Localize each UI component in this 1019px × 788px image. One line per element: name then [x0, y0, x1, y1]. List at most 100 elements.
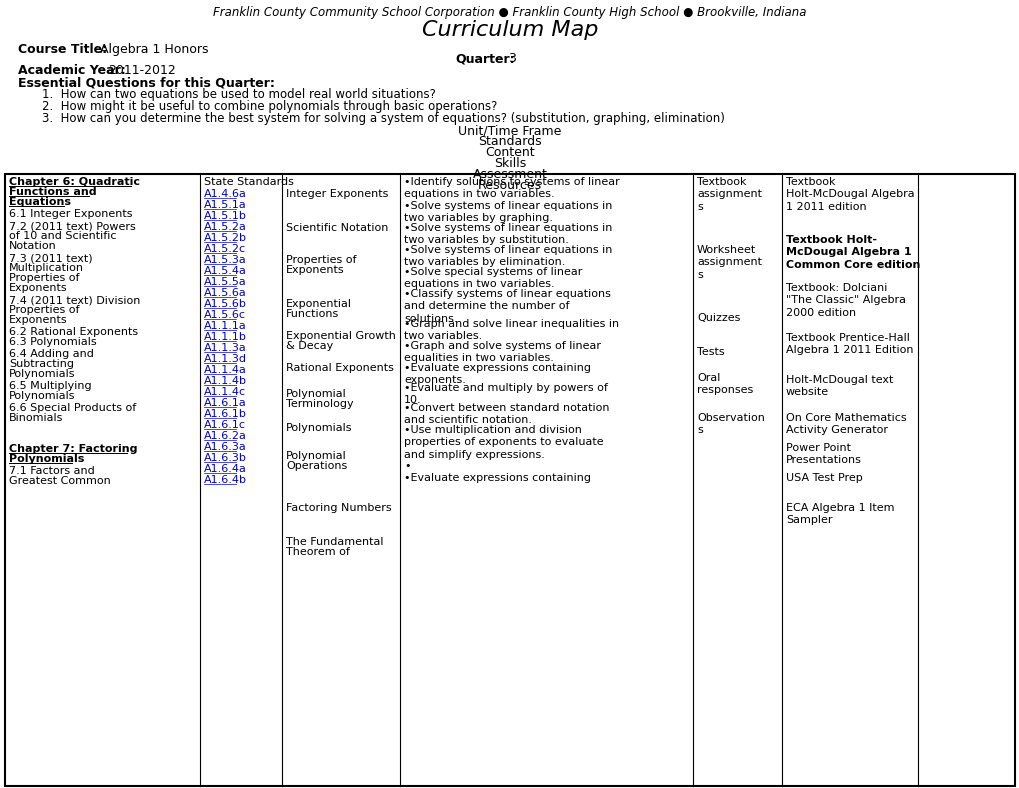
- Text: Functions and: Functions and: [9, 187, 97, 197]
- Text: 7.3 (2011 text): 7.3 (2011 text): [9, 253, 93, 263]
- Text: A1.1.4c: A1.1.4c: [204, 387, 246, 397]
- Text: 1.  How can two equations be used to model real world situations?: 1. How can two equations be used to mode…: [42, 88, 435, 101]
- Text: & Decay: & Decay: [285, 341, 333, 351]
- Text: •Solve special systems of linear
equations in two variables.: •Solve special systems of linear equatio…: [404, 267, 582, 289]
- Text: A1.6.3b: A1.6.3b: [204, 453, 247, 463]
- Text: Greatest Common: Greatest Common: [9, 476, 111, 486]
- Text: Essential Questions for this Quarter:: Essential Questions for this Quarter:: [18, 76, 274, 89]
- Text: 7.2 (2011 text) Powers: 7.2 (2011 text) Powers: [9, 221, 136, 231]
- Text: Exponents: Exponents: [9, 315, 67, 325]
- Text: 7.4 (2011 text) Division: 7.4 (2011 text) Division: [9, 295, 141, 305]
- Text: Academic Year:: Academic Year:: [18, 64, 125, 77]
- Text: •Evaluate expressions containing: •Evaluate expressions containing: [404, 473, 590, 483]
- Text: Multiplication: Multiplication: [9, 263, 84, 273]
- Text: The Fundamental: The Fundamental: [285, 537, 383, 547]
- Text: A1.6.1c: A1.6.1c: [204, 420, 246, 430]
- Text: On Core Mathematics
Activity Generator: On Core Mathematics Activity Generator: [786, 413, 906, 436]
- Text: 2.  How might it be useful to combine polynomials through basic operations?: 2. How might it be useful to combine pol…: [42, 100, 497, 113]
- Text: Factoring Numbers: Factoring Numbers: [285, 503, 391, 513]
- Text: A1.5.6b: A1.5.6b: [204, 299, 247, 309]
- Text: ECA Algebra 1 Item
Sampler: ECA Algebra 1 Item Sampler: [786, 503, 894, 526]
- Text: A1.5.6a: A1.5.6a: [204, 288, 247, 298]
- Text: •Graph and solve linear inequalities in
two variables.: •Graph and solve linear inequalities in …: [404, 319, 619, 341]
- Text: 6.3 Polynomials: 6.3 Polynomials: [9, 337, 97, 347]
- Text: Algebra 1 Honors: Algebra 1 Honors: [100, 43, 208, 56]
- Text: A1.5.3a: A1.5.3a: [204, 255, 247, 265]
- Text: •Solve systems of linear equations in
two variables by graphing.: •Solve systems of linear equations in tw…: [404, 201, 611, 224]
- Text: Operations: Operations: [285, 461, 346, 471]
- Text: Notation: Notation: [9, 241, 57, 251]
- Text: A1.1.1a: A1.1.1a: [204, 321, 247, 331]
- Text: •Convert between standard notation
and scientific notation.: •Convert between standard notation and s…: [404, 403, 609, 426]
- Text: A1.1.4b: A1.1.4b: [204, 376, 247, 386]
- Text: Properties of: Properties of: [9, 305, 79, 315]
- Text: •: •: [404, 461, 410, 471]
- Text: Textbook
assignment
s: Textbook assignment s: [696, 177, 761, 212]
- Text: Holt-McDougal text
website: Holt-McDougal text website: [786, 375, 893, 397]
- Text: Functions: Functions: [285, 309, 339, 319]
- Text: Tests: Tests: [696, 347, 723, 357]
- Text: A1.5.6c: A1.5.6c: [204, 310, 246, 320]
- Text: Textbook
Holt-McDougal Algebra
1 2011 edition: Textbook Holt-McDougal Algebra 1 2011 ed…: [786, 177, 914, 212]
- Text: A1.5.4a: A1.5.4a: [204, 266, 247, 276]
- Text: Exponential: Exponential: [285, 299, 352, 309]
- Text: A1.6.4b: A1.6.4b: [204, 475, 247, 485]
- Text: Franklin County Community School Corporation ● Franklin County High School ● Bro: Franklin County Community School Corpora…: [213, 6, 806, 19]
- Text: Unit/Time Frame: Unit/Time Frame: [458, 124, 561, 137]
- Text: A1.5.2b: A1.5.2b: [204, 233, 247, 243]
- Text: Properties of: Properties of: [9, 273, 79, 283]
- Text: Polynomials: Polynomials: [9, 391, 75, 401]
- Text: Polynomials: Polynomials: [9, 454, 85, 464]
- Text: 6.2 Rational Exponents: 6.2 Rational Exponents: [9, 327, 138, 337]
- Text: State Standards: State Standards: [204, 177, 293, 187]
- Text: Textbook Holt-
McDougal Algebra 1
Common Core edition: Textbook Holt- McDougal Algebra 1 Common…: [786, 235, 919, 269]
- Text: •Identify solutions to systems of linear
equations in two variables.: •Identify solutions to systems of linear…: [404, 177, 620, 199]
- Text: Observation
s: Observation s: [696, 413, 764, 436]
- Text: A1.6.1a: A1.6.1a: [204, 398, 247, 408]
- Text: Integer Exponents: Integer Exponents: [285, 189, 388, 199]
- Text: Rational Exponents: Rational Exponents: [285, 363, 393, 373]
- Text: •Use multiplication and division
properties of exponents to evaluate
and simplif: •Use multiplication and division propert…: [404, 425, 603, 460]
- Text: 6.5 Multiplying: 6.5 Multiplying: [9, 381, 92, 391]
- Text: Standards: Standards: [478, 135, 541, 148]
- Text: 6.4 Adding and: 6.4 Adding and: [9, 349, 94, 359]
- Text: A1.5.2c: A1.5.2c: [204, 244, 246, 254]
- Text: Quarter:: Quarter:: [454, 52, 515, 65]
- Text: Skills: Skills: [493, 157, 526, 170]
- Text: 6.6 Special Products of: 6.6 Special Products of: [9, 403, 137, 413]
- Text: Quizzes: Quizzes: [696, 313, 740, 323]
- Text: A1.6.3a: A1.6.3a: [204, 442, 247, 452]
- Text: Polynomials: Polynomials: [285, 423, 353, 433]
- Text: A1.6.1b: A1.6.1b: [204, 409, 247, 419]
- Text: Course Title:: Course Title:: [18, 43, 107, 56]
- Text: Oral
responses: Oral responses: [696, 373, 752, 396]
- Text: Curriculum Map: Curriculum Map: [422, 20, 597, 40]
- Text: A1.5.1a: A1.5.1a: [204, 200, 247, 210]
- Text: Polynomials: Polynomials: [9, 369, 75, 379]
- Text: Chapter 7: Factoring: Chapter 7: Factoring: [9, 444, 138, 454]
- Text: Subtracting: Subtracting: [9, 359, 74, 369]
- Text: 7.1 Factors and: 7.1 Factors and: [9, 466, 95, 476]
- Text: A1.6.4a: A1.6.4a: [204, 464, 247, 474]
- Text: Worksheet
assignment
s: Worksheet assignment s: [696, 245, 761, 280]
- Text: 6.1 Integer Exponents: 6.1 Integer Exponents: [9, 209, 132, 219]
- Text: A1.6.2a: A1.6.2a: [204, 431, 247, 441]
- Text: Equations: Equations: [9, 197, 71, 207]
- Text: 2011-2012: 2011-2012: [108, 64, 175, 77]
- Text: Chapter 6: Quadratic: Chapter 6: Quadratic: [9, 177, 140, 187]
- Text: Scientific Notation: Scientific Notation: [285, 223, 388, 233]
- Text: •Classify systems of linear equations
and determine the number of
solutions.: •Classify systems of linear equations an…: [404, 289, 610, 324]
- Text: Theorem of: Theorem of: [285, 547, 350, 557]
- Text: Exponents: Exponents: [285, 265, 344, 275]
- Text: Textbook: Dolciani
"The Classic" Algebra
2000 edition: Textbook: Dolciani "The Classic" Algebra…: [786, 283, 905, 318]
- Text: USA Test Prep: USA Test Prep: [786, 473, 862, 483]
- Text: A1.1.4a: A1.1.4a: [204, 365, 247, 375]
- Text: Terminology: Terminology: [285, 399, 354, 409]
- Text: Binomials: Binomials: [9, 413, 63, 423]
- Text: •Graph and solve systems of linear
equalities in two variables.: •Graph and solve systems of linear equal…: [404, 341, 600, 363]
- Text: Textbook Prentice-Hall
Algebra 1 2011 Edition: Textbook Prentice-Hall Algebra 1 2011 Ed…: [786, 333, 913, 355]
- Text: Properties of: Properties of: [285, 255, 357, 265]
- Text: of 10 and Scientific: of 10 and Scientific: [9, 231, 116, 241]
- Text: Exponents: Exponents: [9, 283, 67, 293]
- Text: A1.5.1b: A1.5.1b: [204, 211, 247, 221]
